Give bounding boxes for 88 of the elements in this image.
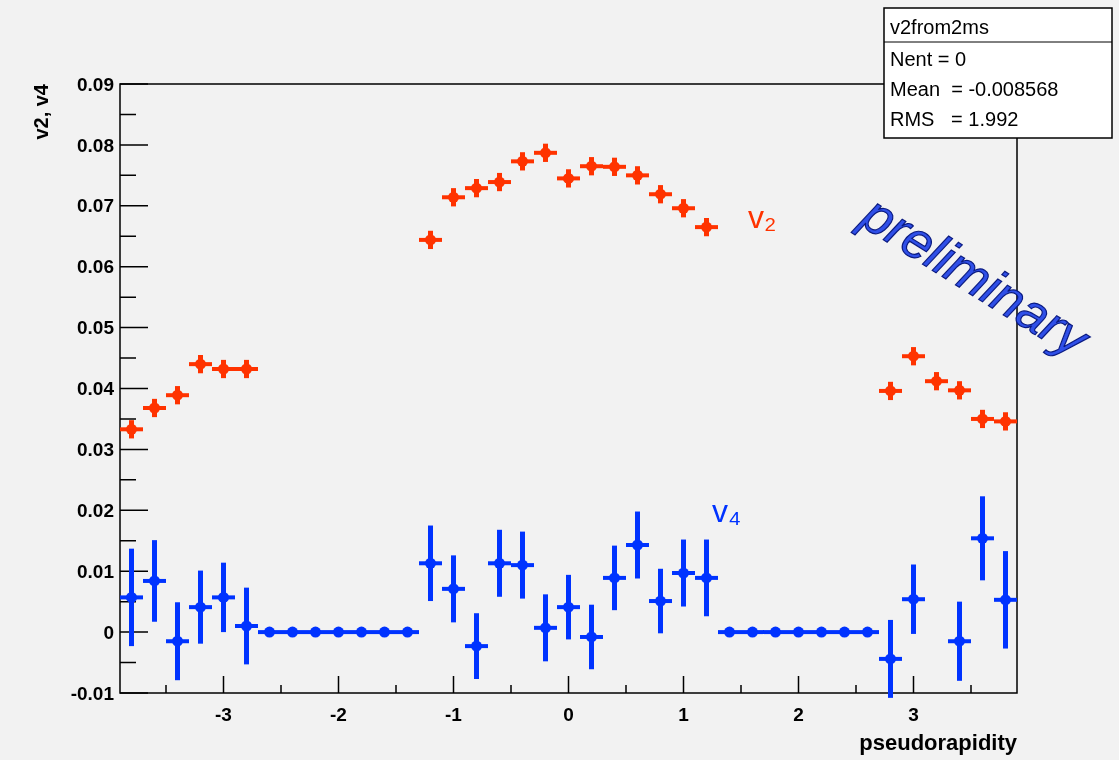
point <box>218 591 229 603</box>
point <box>678 202 689 214</box>
y-tick-label: 0.01 <box>77 560 115 582</box>
x-tick-label: 3 <box>908 704 919 725</box>
point <box>333 626 344 638</box>
point <box>632 539 643 551</box>
point <box>494 176 505 188</box>
point <box>448 191 459 203</box>
point <box>126 423 137 435</box>
point <box>172 389 183 401</box>
y-tick-label: 0.02 <box>77 499 114 521</box>
series-label: v₄ <box>712 493 742 529</box>
point <box>655 595 666 607</box>
point <box>793 626 804 638</box>
point <box>287 626 298 638</box>
y-tick-label: -0.01 <box>70 682 115 704</box>
point <box>310 626 321 638</box>
point <box>126 591 137 603</box>
point <box>954 635 965 647</box>
point <box>701 221 712 233</box>
point <box>517 155 528 167</box>
point <box>241 620 252 632</box>
point <box>218 363 229 375</box>
x-axis-title: pseudorapidity <box>859 730 1018 755</box>
point <box>977 532 988 544</box>
y-tick-label: 0 <box>103 621 114 643</box>
point <box>356 626 367 638</box>
x-tick-label: -3 <box>215 704 232 725</box>
point <box>563 601 574 613</box>
point <box>402 626 413 638</box>
point <box>448 583 459 595</box>
point <box>149 402 160 414</box>
y-axis-title: v2, v4 <box>30 83 52 140</box>
x-tick-label: -2 <box>330 704 347 725</box>
point <box>747 626 758 638</box>
point <box>1000 415 1011 427</box>
text: Nent = 0 <box>890 48 967 70</box>
point <box>195 601 206 613</box>
point <box>264 626 275 638</box>
x-tick-label: 1 <box>678 704 690 725</box>
point <box>563 172 574 184</box>
point <box>701 572 712 584</box>
y-tick-label: 0.06 <box>77 256 114 278</box>
y-tick-label: 0.08 <box>77 134 114 156</box>
point <box>195 358 206 370</box>
point <box>540 147 551 159</box>
point <box>172 635 183 647</box>
point <box>586 631 597 643</box>
series-label: v₂ <box>748 199 777 235</box>
annotation: RMS = 1.992 <box>890 108 1019 130</box>
point <box>770 626 781 638</box>
point <box>885 385 896 397</box>
point <box>1000 594 1011 606</box>
point <box>632 169 643 181</box>
point <box>954 384 965 396</box>
y-tick-label: 0.05 <box>77 317 115 339</box>
point <box>816 626 827 638</box>
annotation: Mean = -0.008568 <box>890 78 1059 100</box>
text: v2from2ms <box>890 16 989 38</box>
point <box>862 626 873 638</box>
point <box>540 622 551 634</box>
point <box>425 234 436 246</box>
y-tick-label: 0.09 <box>77 73 114 95</box>
point <box>494 557 505 569</box>
x-tick-label: 0 <box>563 704 574 725</box>
y-tick-label: 0.03 <box>77 439 114 461</box>
point <box>471 640 482 652</box>
point <box>586 160 597 172</box>
point <box>885 653 896 665</box>
y-tick-label: 0.07 <box>77 195 114 217</box>
point <box>609 572 620 584</box>
point <box>977 413 988 425</box>
point <box>908 593 919 605</box>
y-tick-label: 0.04 <box>77 378 115 400</box>
point <box>517 559 528 571</box>
point <box>379 626 390 638</box>
point <box>149 575 160 587</box>
point <box>609 161 620 173</box>
point <box>655 188 666 200</box>
point <box>425 557 436 569</box>
point <box>241 363 252 375</box>
point <box>471 182 482 194</box>
point <box>678 567 689 579</box>
point <box>839 626 850 638</box>
x-tick-label: -1 <box>445 704 463 725</box>
point <box>724 626 735 638</box>
point <box>931 375 942 387</box>
x-tick-label: 2 <box>793 704 804 725</box>
